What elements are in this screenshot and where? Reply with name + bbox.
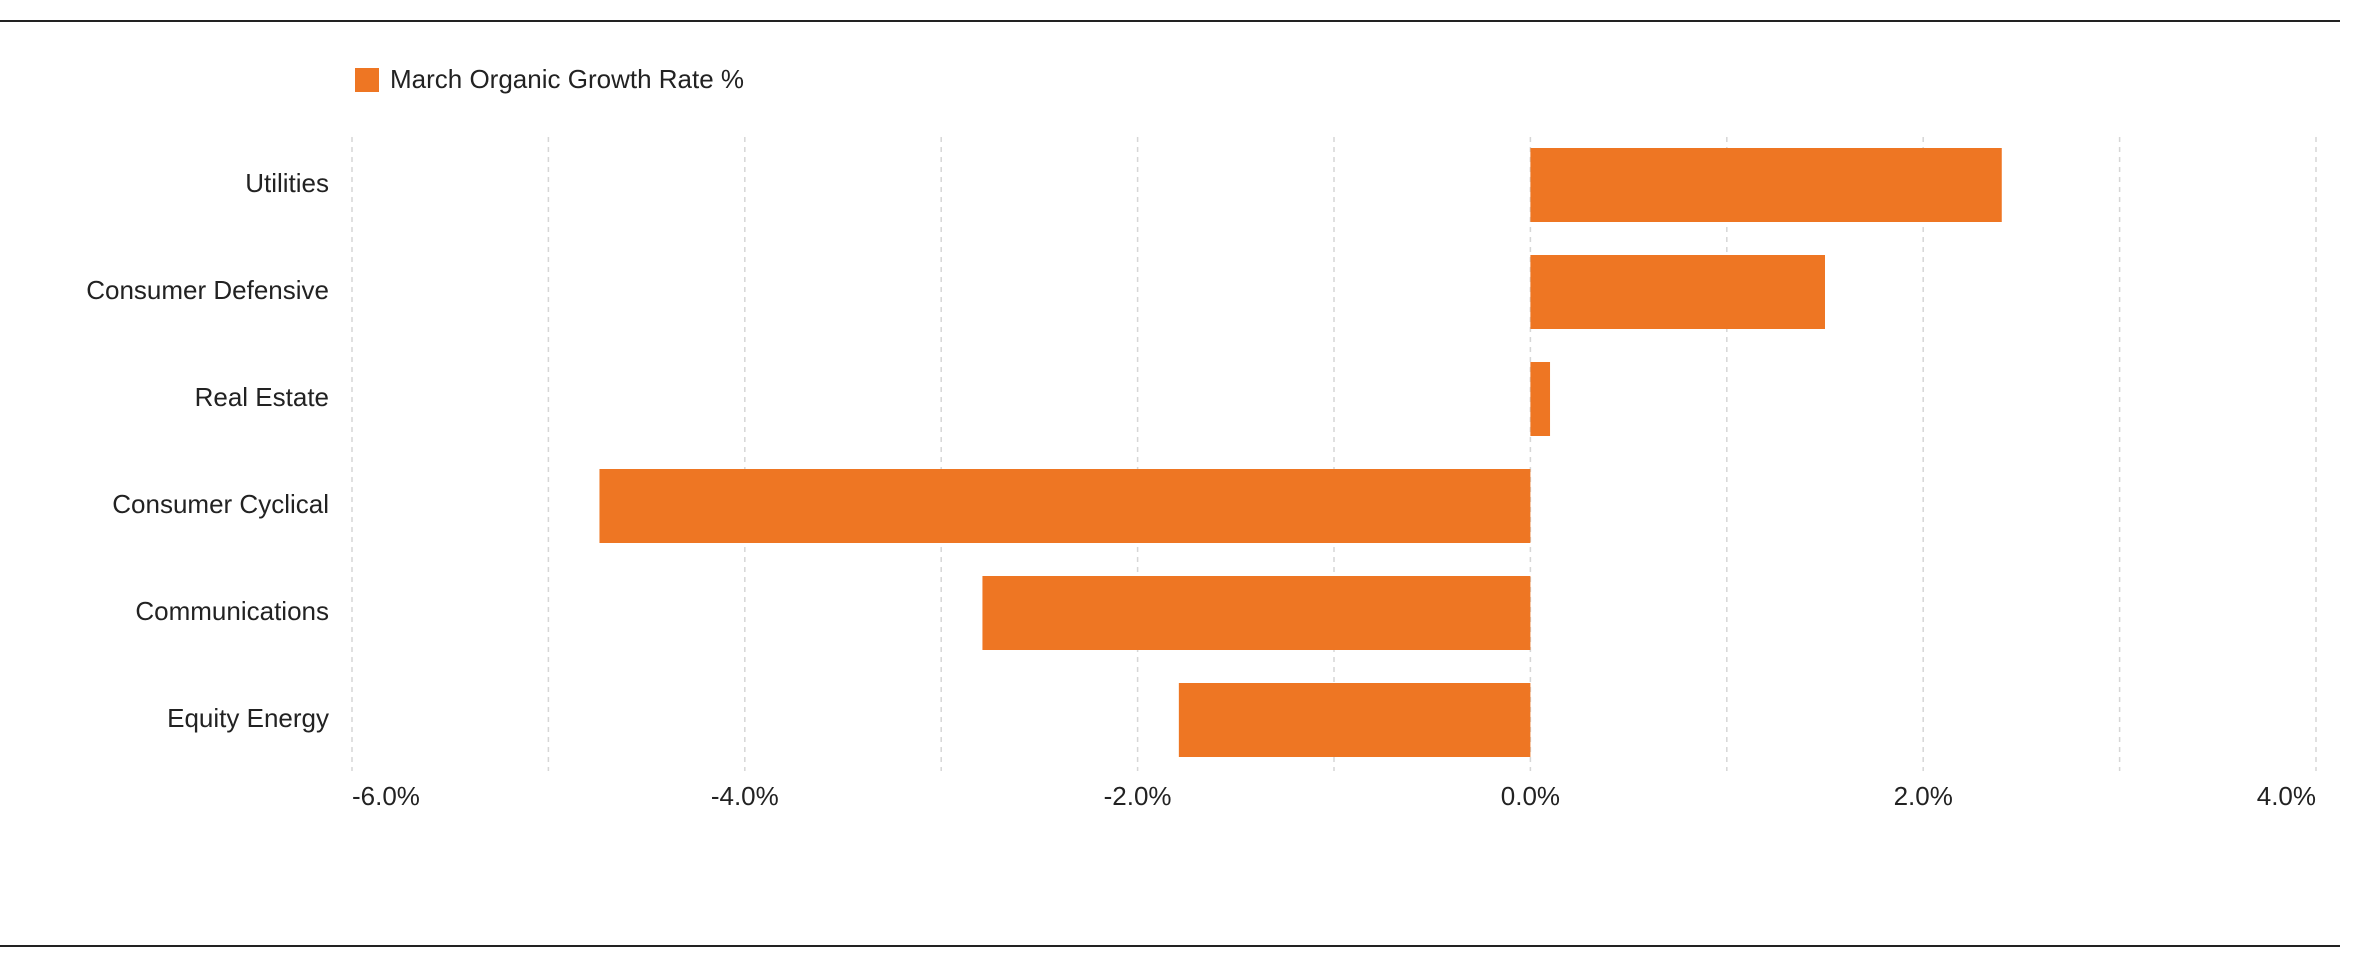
y-tick-label: Real Estate [195,382,329,412]
y-tick-label: Utilities [245,168,329,198]
bar [1530,148,2002,222]
y-tick-label: Consumer Cyclical [112,489,329,519]
x-tick-label: -6.0% [352,781,420,811]
x-tick-label: 4.0% [2257,781,2316,811]
y-tick-label: Communications [135,596,329,626]
x-tick-label: 2.0% [1894,781,1953,811]
legend-swatch [355,68,379,92]
y-tick-label: Equity Energy [167,703,329,733]
bar [1178,683,1531,757]
legend-label: March Organic Growth Rate % [390,64,744,94]
y-tick-label: Consumer Defensive [86,275,329,305]
bar [1530,255,1825,329]
bar [982,576,1531,650]
x-tick-label: 0.0% [1501,781,1560,811]
bar [1530,362,1551,436]
x-tick-label: -4.0% [711,781,779,811]
bar [599,469,1531,543]
x-tick-label: -2.0% [1104,781,1172,811]
